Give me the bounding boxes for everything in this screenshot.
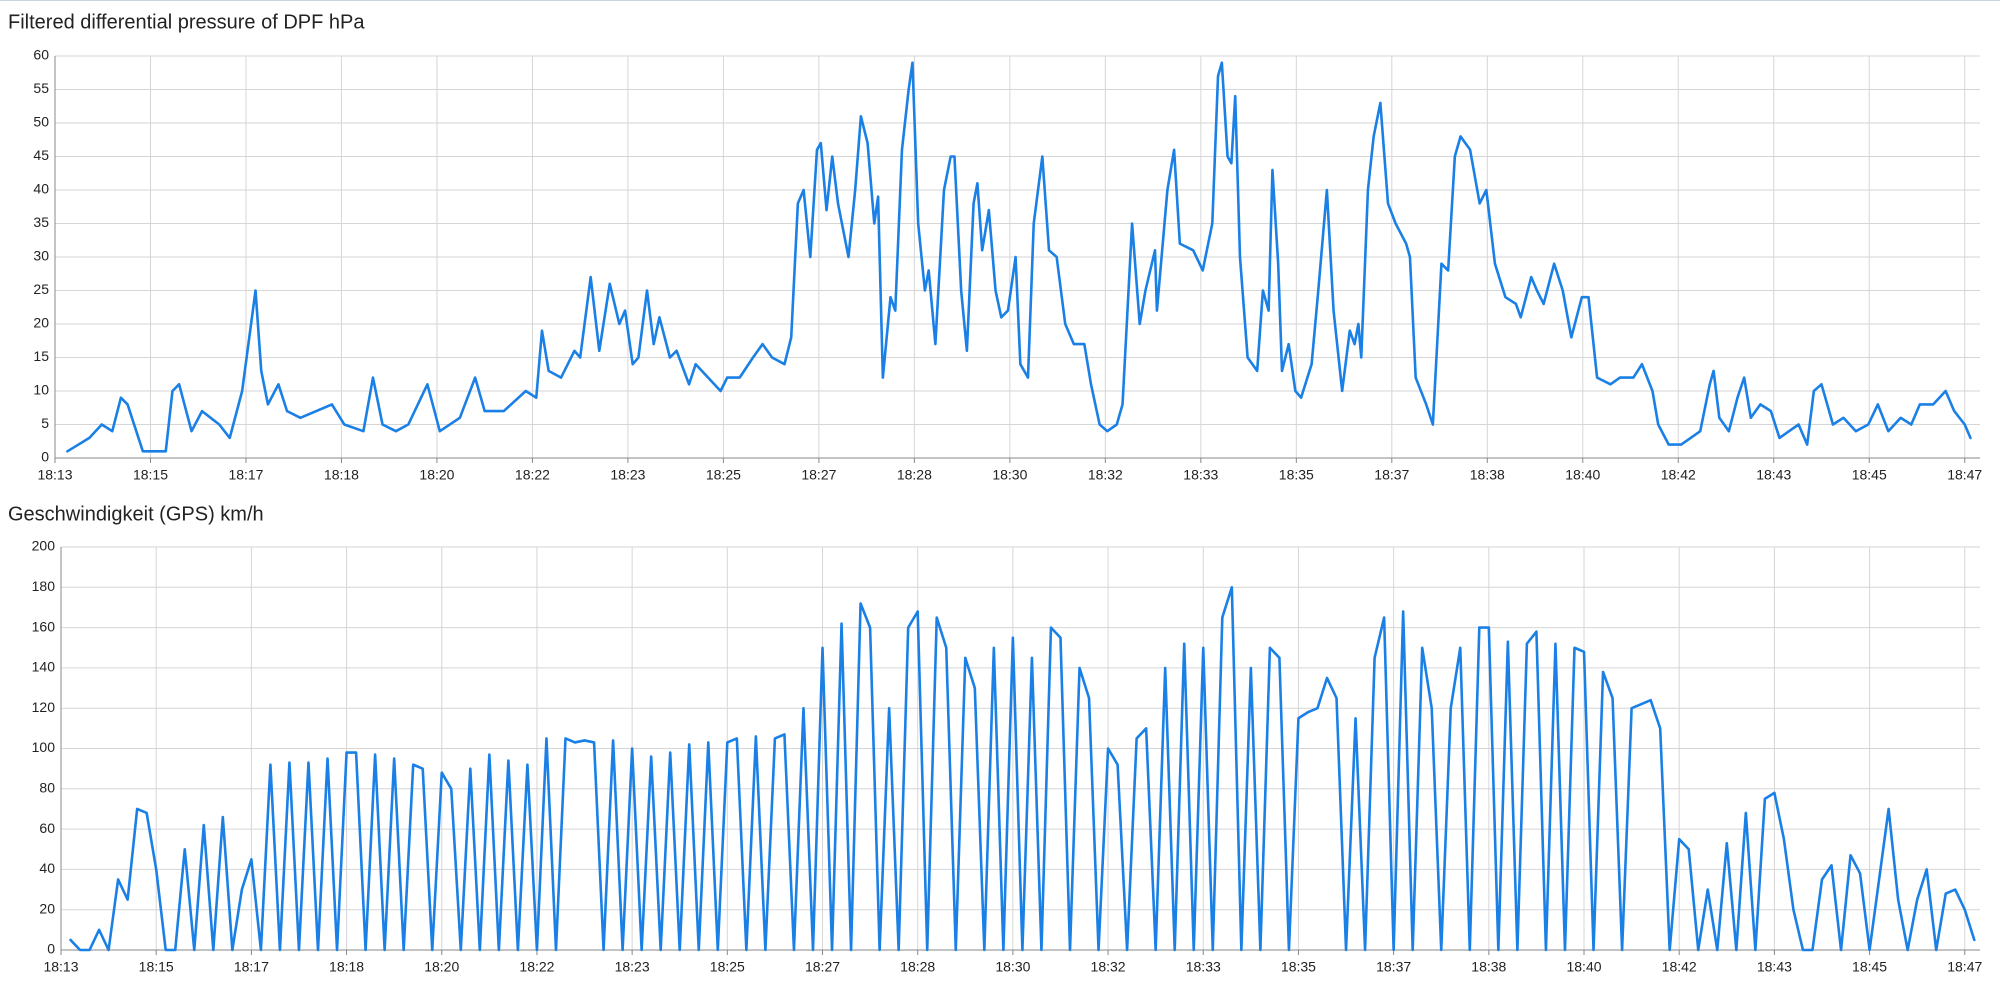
x-tick-label: 18:27 bbox=[801, 467, 836, 483]
y-tick-label: 160 bbox=[32, 618, 56, 634]
y-tick-label: 200 bbox=[32, 538, 56, 554]
x-tick-label: 18:32 bbox=[1088, 467, 1123, 483]
y-tick-label: 35 bbox=[33, 214, 49, 230]
x-tick-label: 18:28 bbox=[897, 467, 932, 483]
y-tick-label: 140 bbox=[32, 659, 56, 675]
y-tick-label: 120 bbox=[32, 699, 56, 715]
x-tick-label: 18:30 bbox=[995, 959, 1030, 975]
x-tick-label: 18:35 bbox=[1281, 959, 1316, 975]
x-tick-label: 18:40 bbox=[1565, 467, 1600, 483]
y-tick-label: 60 bbox=[33, 47, 49, 63]
chart-title: Filtered differential pressure of DPF hP… bbox=[8, 11, 365, 33]
x-tick-label: 18:33 bbox=[1183, 467, 1218, 483]
x-tick-label: 18:18 bbox=[329, 959, 364, 975]
x-tick-label: 18:27 bbox=[805, 959, 840, 975]
x-tick-label: 18:25 bbox=[710, 959, 745, 975]
data-line bbox=[69, 586, 1976, 952]
x-tick-label: 18:42 bbox=[1661, 467, 1696, 483]
x-tick-label: 18:45 bbox=[1852, 467, 1887, 483]
x-tick-label: 18:17 bbox=[234, 959, 269, 975]
x-tick-label: 18:20 bbox=[424, 959, 459, 975]
x-tick-label: 18:38 bbox=[1470, 467, 1505, 483]
y-tick-label: 5 bbox=[41, 415, 49, 431]
data-line bbox=[66, 61, 1972, 453]
y-tick-label: 10 bbox=[33, 382, 49, 398]
y-tick-label: 25 bbox=[33, 281, 49, 297]
x-tick-label: 18:23 bbox=[610, 467, 645, 483]
y-tick-label: 20 bbox=[39, 900, 55, 916]
x-tick-label: 18:37 bbox=[1374, 467, 1409, 483]
x-tick-label: 18:47 bbox=[1947, 959, 1982, 975]
y-tick-label: 40 bbox=[39, 860, 55, 876]
x-tick-label: 18:28 bbox=[900, 959, 935, 975]
y-tick-label: 0 bbox=[41, 449, 49, 465]
y-tick-label: 15 bbox=[33, 348, 49, 364]
x-tick-label: 18:33 bbox=[1186, 959, 1221, 975]
x-tick-label: 18:30 bbox=[992, 467, 1027, 483]
x-tick-label: 18:13 bbox=[43, 959, 78, 975]
y-tick-label: 20 bbox=[33, 315, 49, 331]
x-tick-label: 18:40 bbox=[1566, 959, 1601, 975]
chart-panel: Geschwindigkeit (GPS) km/h 0 20 40 60 80 100 12… bbox=[8, 503, 1982, 974]
chart-panel: Filtered differential pressure of DPF hP… bbox=[8, 11, 1982, 482]
x-tick-label: 18:25 bbox=[706, 467, 741, 483]
x-tick-label: 18:23 bbox=[615, 959, 650, 975]
y-tick-label: 180 bbox=[32, 578, 56, 594]
x-tick-label: 18:37 bbox=[1376, 959, 1411, 975]
y-tick-label: 45 bbox=[33, 147, 49, 163]
x-tick-label: 18:22 bbox=[515, 467, 550, 483]
y-tick-label: 30 bbox=[33, 248, 49, 264]
y-tick-label: 100 bbox=[32, 739, 56, 755]
y-tick-label: 0 bbox=[47, 941, 55, 957]
y-tick-label: 50 bbox=[33, 114, 49, 130]
y-tick-label: 80 bbox=[39, 780, 55, 796]
x-tick-label: 18:18 bbox=[324, 467, 359, 483]
chart-title: Geschwindigkeit (GPS) km/h bbox=[8, 503, 264, 525]
x-tick-label: 18:15 bbox=[139, 959, 174, 975]
y-tick-label: 60 bbox=[39, 820, 55, 836]
x-tick-label: 18:15 bbox=[133, 467, 168, 483]
x-tick-label: 18:17 bbox=[228, 467, 263, 483]
x-tick-label: 18:13 bbox=[37, 467, 72, 483]
x-tick-label: 18:43 bbox=[1757, 959, 1792, 975]
x-tick-label: 18:45 bbox=[1852, 959, 1887, 975]
x-tick-label: 18:32 bbox=[1091, 959, 1126, 975]
x-tick-label: 18:22 bbox=[519, 959, 554, 975]
x-tick-label: 18:42 bbox=[1662, 959, 1697, 975]
x-tick-label: 18:38 bbox=[1471, 959, 1506, 975]
x-tick-label: 18:47 bbox=[1947, 467, 1982, 483]
y-tick-label: 40 bbox=[33, 181, 49, 197]
x-tick-label: 18:43 bbox=[1756, 467, 1791, 483]
x-tick-label: 18:35 bbox=[1279, 467, 1314, 483]
x-tick-label: 18:20 bbox=[419, 467, 454, 483]
y-tick-label: 55 bbox=[33, 80, 49, 96]
